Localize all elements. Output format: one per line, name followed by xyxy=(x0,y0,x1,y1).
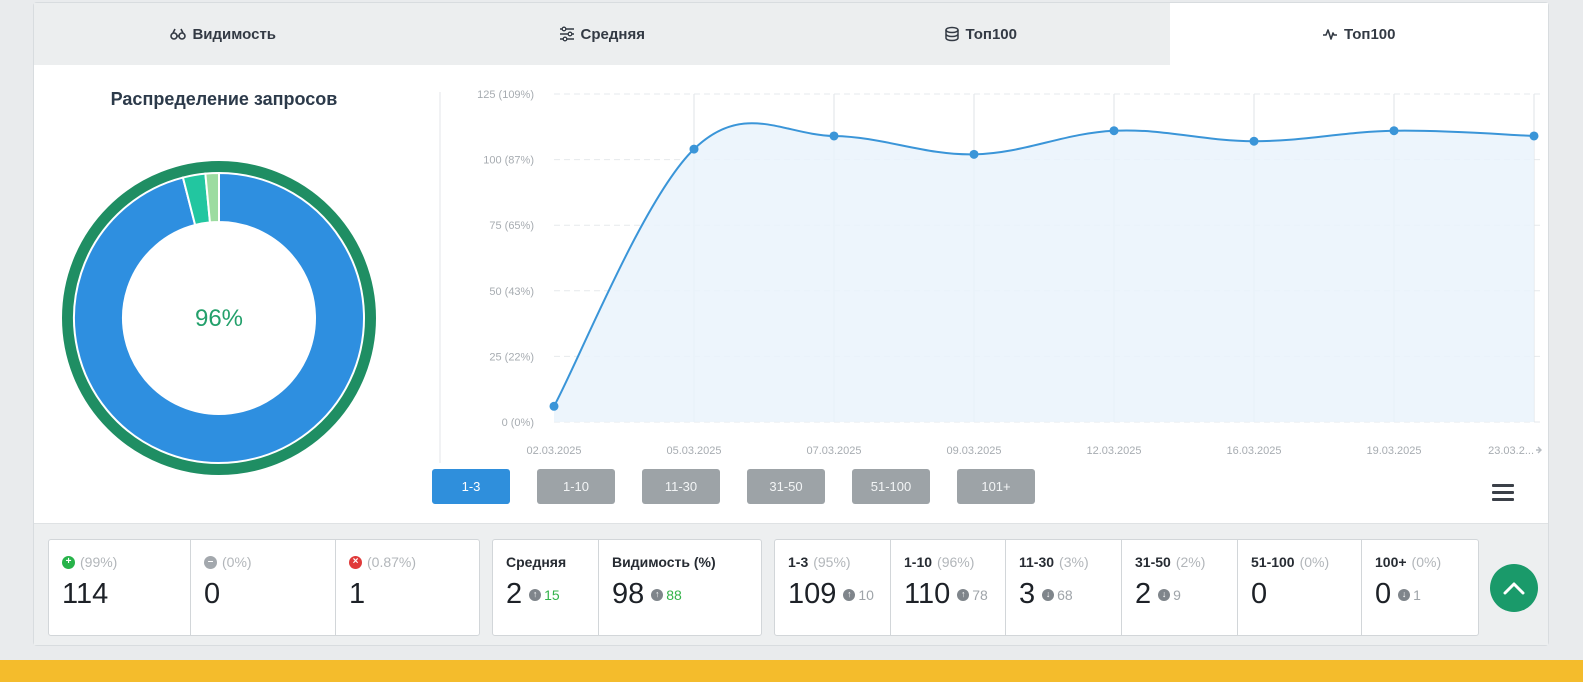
donut-title: Распределение запросов xyxy=(110,89,338,109)
x-tick-label: 16.03.2025 xyxy=(1226,445,1281,457)
data-point[interactable] xyxy=(829,131,839,141)
tab-label: Топ100 xyxy=(965,25,1017,43)
arrow-down-circle-icon: ↓ xyxy=(1398,588,1411,601)
stat-top-100-plus: 100+ (0%) 0 ↓ 1 xyxy=(1375,554,1442,610)
arrow-down-circle-icon: ↓ xyxy=(1158,588,1171,601)
tab-label: Средняя xyxy=(580,25,645,43)
stat-value: 110 xyxy=(904,578,951,610)
close-circle-icon: × xyxy=(349,555,362,569)
x-tick-label: 02.03.2025 xyxy=(526,445,581,457)
arrow-up-circle-icon: ↑ xyxy=(651,588,664,601)
tab-label: Топ100 xyxy=(1344,25,1396,43)
data-point[interactable] xyxy=(549,401,559,411)
tab-label: Видимость xyxy=(192,25,277,43)
data-point[interactable] xyxy=(1249,136,1259,146)
change-stats-group: + (99%) 114 – (0%) 0 × (0.87%) 1 xyxy=(48,539,480,636)
stat-average: Средняя 2 ↑ 15 xyxy=(493,540,599,635)
range-button-51-100[interactable]: 51-100 xyxy=(852,469,930,504)
donut-outer-ring xyxy=(62,161,376,475)
plus-circle-icon: + xyxy=(62,555,75,569)
y-tick-label: 25 (22%) xyxy=(489,351,534,363)
sliders-icon xyxy=(559,26,574,42)
tab-bar: Видимость Средняя Топ100 Топ100 xyxy=(34,3,1548,65)
stat-down: × (0.87%) 1 xyxy=(336,540,479,635)
y-tick-label: 75 (65%) xyxy=(489,220,534,232)
x-tick-label: 12.03.2025 xyxy=(1086,445,1141,457)
stat-same: – (0%) 0 xyxy=(191,540,336,635)
stat-value: 109 xyxy=(788,578,837,610)
y-tick-label: 125 (109%) xyxy=(477,89,534,101)
range-button-1-3[interactable]: 1-3 xyxy=(432,469,510,504)
data-point[interactable] xyxy=(969,149,979,159)
range-button-31-50[interactable]: 31-50 xyxy=(747,469,825,504)
series-area xyxy=(554,123,1534,423)
stat-visibility: Видимость (%) 98 ↑ 88 xyxy=(612,554,716,610)
arrow-up-circle-icon: ↑ xyxy=(529,588,542,601)
stat-value: 2 xyxy=(1135,578,1152,610)
stat-value: 0 xyxy=(1251,578,1268,610)
y-tick-label: 100 (87%) xyxy=(483,155,534,167)
range-filter: 1-3 1-10 11-30 31-50 51-100 101+ xyxy=(432,469,1035,504)
x-tick-label: 05.03.2025 xyxy=(666,445,721,457)
bottom-accent-bar xyxy=(0,660,1583,682)
donut-slice-2[interactable] xyxy=(204,171,220,224)
line-chart: 0 (0%) 25 (22%) 50 (43%) 75 (65%) 100 (87%) 1… xyxy=(439,89,1542,463)
data-point[interactable] xyxy=(1109,126,1119,136)
binoculars-icon xyxy=(170,28,187,40)
range-button-1-10[interactable]: 1-10 xyxy=(537,469,615,504)
stat-top-1-10: 1-10 (96%) 110 ↑ 78 xyxy=(891,540,1006,635)
donut-slice-0[interactable] xyxy=(73,171,365,464)
y-tick-label: 0 (0%) xyxy=(502,417,534,429)
x-tick-label: 07.03.2025 xyxy=(806,445,861,457)
stat-top-51-100: 51-100 (0%) 0 xyxy=(1238,540,1362,635)
stat-value: 0 xyxy=(1375,578,1392,610)
data-point[interactable] xyxy=(1529,131,1539,141)
stat-up: + (99%) 114 xyxy=(49,540,191,635)
data-point[interactable] xyxy=(1389,126,1399,136)
database-icon xyxy=(944,26,959,42)
stat-value: 0 xyxy=(204,578,221,610)
tab-top100-chart[interactable]: Топ100 xyxy=(1169,3,1548,65)
tab-top100-database[interactable]: Топ100 xyxy=(791,3,1170,65)
range-button-11-30[interactable]: 11-30 xyxy=(642,469,720,504)
hamburger-menu-icon[interactable] xyxy=(1492,484,1514,502)
stat-value: 114 xyxy=(62,578,109,610)
x-tick-label: 19.03.2025 xyxy=(1366,445,1421,457)
stat-top-1-3: 1-3 (95%) 109 ↑ 10 xyxy=(775,540,891,635)
tab-visibility[interactable]: Видимость xyxy=(34,3,413,65)
minus-circle-icon: – xyxy=(204,555,217,569)
stat-value: 2 xyxy=(506,578,523,610)
x-tick-label: 09.03.2025 xyxy=(946,445,1001,457)
arrow-up-circle-icon: ↑ xyxy=(843,588,856,601)
donut-center-label: 96% xyxy=(195,305,243,332)
stat-value: 1 xyxy=(349,578,366,610)
range-button-101-plus[interactable]: 101+ xyxy=(957,469,1035,504)
stat-value: 3 xyxy=(1019,578,1036,610)
stat-top-11-30: 11-30 (3%) 3 ↓ 68 xyxy=(1006,540,1122,635)
arrow-up-circle-icon: ↑ xyxy=(957,588,970,601)
x-tick-label: 23.03.2... xyxy=(1488,445,1534,457)
dashboard-panel: Видимость Средняя Топ100 Топ100 Распреде… xyxy=(33,2,1549,646)
stat-top-31-50: 31-50 (2%) 2 ↓ 9 xyxy=(1122,540,1238,635)
tab-average[interactable]: Средняя xyxy=(413,3,792,65)
data-point[interactable] xyxy=(689,144,699,154)
axis-scroll-arrow-icon[interactable] xyxy=(1536,446,1542,454)
donut-chart: 96% xyxy=(62,161,376,475)
average-visibility-group: Средняя 2 ↑ 15 Видимость (%) 98 ↑ 88 xyxy=(492,539,762,636)
arrow-down-circle-icon: ↓ xyxy=(1042,588,1055,601)
series-line xyxy=(553,122,1535,407)
scroll-up-button[interactable] xyxy=(1490,564,1538,612)
chevron-up-icon xyxy=(1503,582,1525,595)
top-positions-group: 1-3 (95%) 109 ↑ 10 1-10 (96%) 110 ↑ 78 11-30 (3… xyxy=(774,539,1479,636)
stats-bar: + (99%) 114 – (0%) 0 × (0.87%) 1 Средняя 2 ↑… xyxy=(34,523,1548,645)
stat-value: 98 xyxy=(612,578,645,610)
pulse-icon xyxy=(1323,29,1338,40)
y-tick-label: 50 (43%) xyxy=(489,286,534,298)
